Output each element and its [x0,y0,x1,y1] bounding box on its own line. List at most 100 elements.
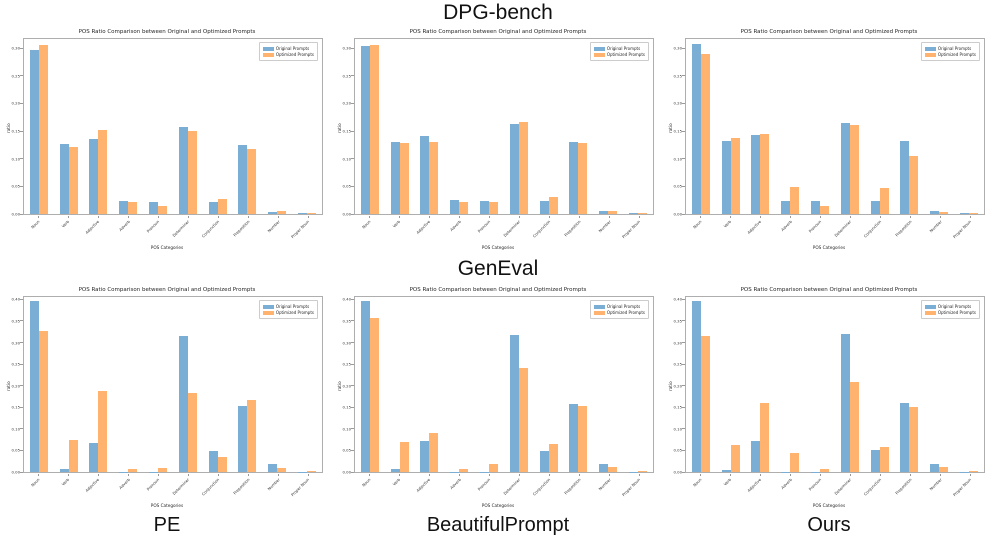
x-tick-label: Conjunction [532,219,552,239]
method-labels-row: PE BeautifulPrompt Ours [0,512,996,540]
y-tick-mark [682,428,685,430]
x-tick-mark [158,216,159,218]
category-group [143,39,173,214]
legend-swatch-optimized [924,310,936,315]
bar-original-prompts [89,443,99,472]
bar-optimized-prompts [158,206,168,214]
y-axis-label: ratio [337,380,342,391]
category-group [415,39,445,214]
bar-original-prompts [450,200,460,214]
bar-original-prompts [59,468,69,472]
x-tick-mark [248,216,249,218]
bar-optimized-prompts [277,468,287,472]
bar-original-prompts [119,201,129,214]
category-group [623,39,653,214]
x-tick-mark [188,216,189,218]
y-tick-label: 0.15 [11,404,20,410]
chart-title: POS Ratio Comparison between Original an… [409,29,587,35]
bar-original-prompts [29,301,39,472]
x-tick-label: Adjective [84,477,101,493]
x-tick-label: Number [266,477,281,492]
x-axis-label: POS Categories [481,245,515,250]
legend-swatch-optimized [262,310,274,315]
bar-optimized-prompts [608,467,618,472]
category-group [835,297,865,472]
category-group [954,39,984,214]
bar-groups [24,39,322,214]
bar-original-prompts [208,201,218,214]
bar-original-prompts [420,441,430,472]
y-tick-label: 0.15 [11,128,20,134]
y-tick-label: 0.20 [342,383,351,389]
x-tick-mark [218,474,219,476]
legend-swatch-optimized [593,52,605,57]
x-tick-mark [730,216,731,218]
x-axis-label: POS Categories [812,245,846,250]
bar-optimized-prompts [820,468,830,472]
dataset-header-geneval: GenEval [457,257,539,280]
y-tick-label: 0.25 [673,361,682,367]
legend-label: Optimized Prompts [275,52,314,57]
x-tick-mark [790,216,791,218]
bar-original-prompts [360,301,370,472]
y-tick-mark [20,47,23,49]
category-group [84,297,114,472]
legend: Original Prompts Optimized Prompts [920,42,980,61]
category-group [716,39,746,214]
legend: Original Prompts Optimized Prompts [589,42,649,61]
y-tick-label: 0.20 [673,100,682,106]
y-tick-label: 0.10 [11,156,20,162]
y-tick-mark [682,213,685,215]
legend-swatch-original [924,46,936,51]
category-group [746,39,776,214]
x-tick-label: Conjunction [201,477,221,497]
x-tick-mark [158,474,159,476]
category-group [835,39,865,214]
x-tick-mark [188,474,189,476]
category-group [355,297,385,472]
bar-optimized-prompts [369,318,379,472]
x-tick-label: Pronoun [807,219,823,234]
bar-optimized-prompts [638,471,648,472]
bar-optimized-prompts [790,453,800,472]
x-tick-mark [128,474,129,476]
x-tick-label: Verb [722,477,733,487]
bar-optimized-prompts [969,213,979,214]
x-tick-label: Determiner [502,219,522,238]
category-group [504,297,534,472]
x-tick-label: Adverb [448,477,462,491]
chart-title: POS Ratio Comparison between Original an… [78,29,256,35]
category-group [173,39,203,214]
x-tick-label: Proper Noun [621,477,642,498]
category-group [84,39,114,214]
bar-optimized-prompts [128,468,138,472]
bar-optimized-prompts [399,442,409,472]
y-tick-mark [682,298,685,300]
y-tick-mark [20,75,23,77]
bar-original-prompts [840,334,850,472]
bar-optimized-prompts [459,468,469,472]
category-group [534,39,564,214]
x-tick-label: Verb [60,219,71,229]
x-tick-mark [850,216,851,218]
y-tick-mark [682,406,685,408]
bar-original-prompts [870,201,880,214]
y-tick-label: 0.00 [11,469,20,475]
y-tick-label: 0.15 [673,404,682,410]
bar-groups [686,39,984,214]
legend-item: Optimized Prompts [262,52,314,57]
y-tick-mark [20,130,23,132]
category-group [805,297,835,472]
bar-optimized-prompts [247,399,257,472]
x-tick-label: Adverb [117,219,131,233]
y-tick-label: 0.20 [673,383,682,389]
x-tick-label: Number [928,219,943,234]
x-tick-mark [760,216,761,218]
bar-original-prompts [509,124,519,214]
bar-original-prompts [900,141,910,214]
category-group [444,297,474,472]
bar-original-prompts [268,463,278,472]
legend-label: Optimized Prompts [606,52,645,57]
y-tick-label: 0.35 [673,318,682,324]
